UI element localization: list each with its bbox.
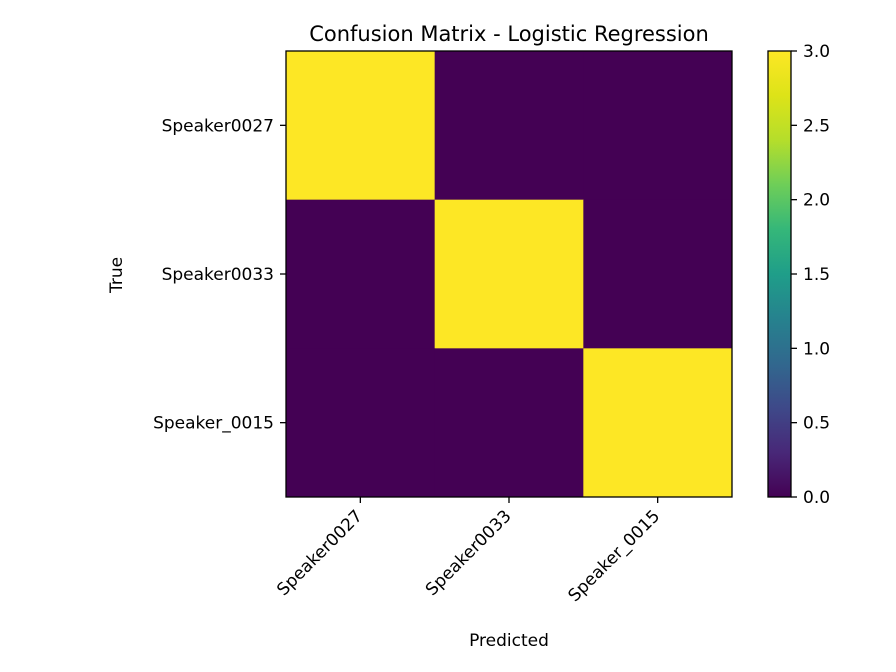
colorbar-tick-label: 2.0 [803, 191, 830, 211]
heatmap-cell [434, 348, 584, 498]
x-tick-label: Speaker0033 [422, 506, 516, 600]
colorbar-tick-label: 0.0 [803, 488, 830, 508]
x-tick-label: Speaker_0015 [565, 506, 665, 606]
x-axis-ticks: Speaker0027 Speaker0033 Speaker_0015 [273, 497, 664, 606]
y-tick-label: Speaker_0015 [153, 414, 274, 434]
x-tick-label: Speaker0027 [273, 506, 367, 600]
colorbar-ticks: 0.0 0.5 1.0 1.5 2.0 2.5 3.0 [791, 42, 830, 508]
chart-title: Confusion Matrix - Logistic Regression [309, 22, 709, 46]
colorbar [768, 51, 791, 497]
x-axis-label: Predicted [469, 631, 549, 651]
colorbar-tick-label: 2.5 [803, 116, 830, 136]
y-axis-ticks: Speaker0027 Speaker0033 Speaker_0015 [153, 116, 286, 434]
y-axis-label: True [107, 257, 127, 294]
colorbar-tick-label: 1.5 [803, 265, 830, 285]
heatmap-cell [286, 348, 436, 498]
y-tick-label: Speaker0033 [162, 265, 274, 285]
colorbar-tick-label: 0.5 [803, 414, 830, 434]
y-tick-label: Speaker0027 [162, 116, 274, 136]
heatmap-cell [434, 51, 584, 201]
colorbar-tick-label: 3.0 [803, 42, 830, 62]
colorbar-tick-label: 1.0 [803, 339, 830, 359]
heatmap-cell [583, 51, 733, 201]
heatmap-cells [286, 51, 733, 498]
heatmap-cell [286, 51, 436, 201]
heatmap-cell [583, 199, 733, 349]
heatmap-cell [583, 348, 733, 498]
heatmap-cell [434, 199, 584, 349]
heatmap-cell [286, 199, 436, 349]
